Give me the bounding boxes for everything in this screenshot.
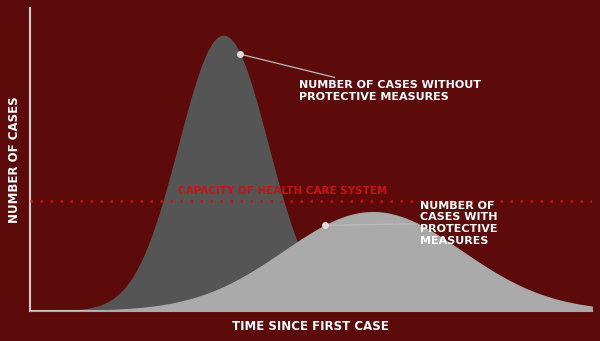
Text: NUMBER OF CASES WITHOUT
PROTECTIVE MEASURES: NUMBER OF CASES WITHOUT PROTECTIVE MEASU… [239,54,481,102]
Y-axis label: NUMBER OF CASES: NUMBER OF CASES [8,97,22,223]
Text: NUMBER OF
CASES WITH
PROTECTIVE
MEASURES: NUMBER OF CASES WITH PROTECTIVE MEASURES [325,201,497,246]
Text: CAPACITY OF HEALTH CARE SYSTEM: CAPACITY OF HEALTH CARE SYSTEM [178,186,387,196]
X-axis label: TIME SINCE FIRST CASE: TIME SINCE FIRST CASE [232,320,389,333]
